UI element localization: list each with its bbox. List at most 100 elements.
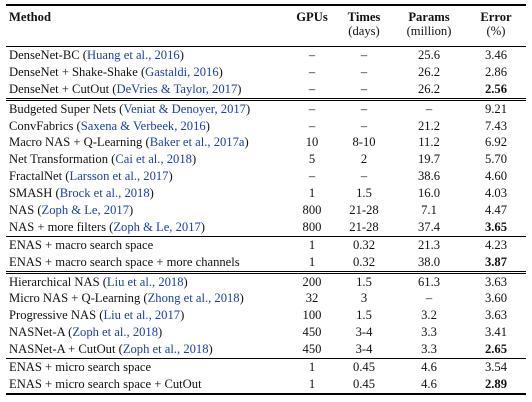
times-cell: 21-28 (349, 219, 379, 234)
table-row: ENAS + micro search space + CutOut 1 0.45 4… (6, 375, 526, 395)
params-cell: 26.2 (417, 64, 441, 79)
params-cell: 61.3 (392, 270, 466, 291)
times-cell: 0.32 (336, 235, 392, 254)
error-cell: 3.41 (484, 325, 508, 340)
citation-link[interactable]: Zoph et al., 2018 (122, 342, 209, 357)
gpus-cell: – (288, 45, 336, 64)
params-cell: 38.0 (417, 254, 441, 269)
params-cell: 25.6 (392, 45, 466, 64)
method-name: NAS (9, 202, 35, 217)
method-name: Budgeted Super Nets (9, 101, 117, 116)
table-row: DenseNet + CutOut (DeVries & Taylor, 201… (6, 81, 526, 99)
method-name: ENAS + macro search space (9, 237, 154, 252)
error-cell: 4.03 (484, 186, 508, 201)
citation-link[interactable]: Baker et al., 2017a (149, 135, 245, 150)
params-cell: 21.2 (417, 118, 441, 133)
citation-link[interactable]: Huang et al., 2016 (87, 47, 180, 62)
params-cell: 3.3 (421, 342, 437, 357)
params-cell: 16.0 (417, 186, 441, 201)
gpus-cell: 100 (302, 308, 322, 323)
params-cell: 37.4 (417, 219, 441, 234)
method-cell: Macro NAS + Q-Learning (Baker et al., 20… (9, 135, 249, 150)
gpus-cell: 450 (302, 325, 322, 340)
citation-link[interactable]: Zoph & Le, 2017 (41, 202, 129, 217)
params-cell: – (392, 97, 466, 118)
error-cell: 9.21 (466, 97, 526, 118)
gpus-cell: 1 (288, 358, 336, 376)
citation-link[interactable]: Cai et al., 2018 (115, 152, 192, 167)
error-cell: 6.92 (484, 135, 508, 150)
gpus-cell: 800 (302, 219, 322, 234)
times-cell: – (360, 64, 368, 79)
citation-link[interactable]: Liu et al., 2017 (103, 308, 181, 323)
method-name: ConvFabrics (9, 118, 74, 133)
table-row: NASNet-A + CutOut (Zoph et al., 2018) 450… (6, 341, 526, 358)
method-name: DenseNet-BC (9, 47, 80, 62)
params-cell: 4.6 (392, 375, 466, 395)
table-row: SMASH (Brock et al., 2018) 1 1.5 16.0 4.03 (6, 185, 526, 202)
header-times-unit: (days) (348, 24, 380, 38)
header-times: Times (days) (336, 4, 392, 47)
method-cell: DenseNet + Shake-Shake (Gastaldi, 2016) (9, 64, 223, 79)
method-cell: Micro NAS + Q-Learning (Zhong et al., 20… (9, 291, 244, 306)
params-cell: 19.7 (417, 152, 441, 167)
times-cell: 2 (360, 152, 368, 167)
times-cell: – (360, 169, 368, 184)
error-cell: 3.63 (484, 308, 508, 323)
method-cell: Progressive NAS (Liu et al., 2017) (9, 308, 185, 323)
citation-link[interactable]: DeVries & Taylor, 2017 (116, 81, 238, 96)
gpus-cell: – (308, 81, 316, 96)
method-name: Progressive NAS (9, 308, 97, 323)
table-row: Net Transformation (Cai et al., 2018) 5 2 1… (6, 151, 526, 168)
gpus-cell: 450 (302, 342, 322, 357)
error-cell: 3.87 (484, 254, 508, 269)
gpus-cell: 10 (305, 135, 319, 150)
gpus-cell: – (308, 64, 316, 79)
header-method: Method (6, 4, 288, 47)
citation-link[interactable]: Zoph et al., 2018 (72, 325, 159, 340)
error-cell: 4.47 (484, 202, 508, 217)
citation-link[interactable]: Veniat & Denoyer, 2017 (123, 101, 246, 116)
table-row: Macro NAS + Q-Learning (Baker et al., 20… (6, 134, 526, 151)
table-row: ConvFabrics (Saxena & Verbeek, 2016) – – 21… (6, 118, 526, 135)
table-row: Hierarchical NAS (Liu et al., 2018) 200 1.… (6, 270, 526, 291)
gpus-cell: 800 (302, 202, 322, 217)
method-name: SMASH (9, 186, 53, 201)
citation-link[interactable]: Liu et al., 2018 (106, 274, 184, 289)
method-name: ENAS + micro search space (9, 359, 152, 374)
citation-link[interactable]: Zoph & Le, 2017 (113, 219, 201, 234)
error-cell: 3.54 (466, 358, 526, 376)
error-cell: 4.23 (466, 235, 526, 254)
times-cell: 0.45 (336, 358, 392, 376)
error-cell: 3.46 (466, 45, 526, 64)
citation-link[interactable]: Zhong et al., 2018 (147, 291, 240, 306)
table-row: DenseNet-BC (Huang et al., 2016) – –25.6 3.… (6, 45, 526, 64)
error-cell: 2.86 (484, 64, 508, 79)
times-cell: 21-28 (349, 202, 379, 217)
method-cell: Hierarchical NAS (Liu et al., 2018) (6, 270, 288, 291)
params-cell: 21.3 (392, 235, 466, 254)
times-cell: 3-4 (355, 342, 373, 357)
error-cell: 2.56 (484, 81, 508, 96)
error-cell: 3.63 (466, 270, 526, 291)
times-cell: 0.32 (352, 254, 376, 269)
gpus-cell: 1 (308, 186, 316, 201)
method-name: FractalNet (9, 169, 63, 184)
citation-link[interactable]: Brock et al., 2018 (59, 186, 150, 201)
method-name: NASNet-A (9, 325, 65, 340)
table-row: ENAS + macro search space 1 0.32 21.3 4.23 (6, 235, 526, 254)
citation-link[interactable]: Gastaldi, 2016 (145, 64, 219, 79)
params-cell: 11.2 (418, 135, 440, 150)
citation-link[interactable]: Larsson et al., 2017 (69, 169, 169, 184)
method-name: ENAS + macro search space + more channel… (9, 254, 240, 269)
results-table: Method GPUs Times (days) Params (million) … (6, 4, 526, 395)
method-name: Micro NAS + Q-Learning (9, 291, 141, 306)
table-row: NAS + more filters (Zoph & Le, 2017) 800 2… (6, 219, 526, 236)
method-cell: ENAS + micro search space + CutOut (6, 375, 288, 395)
table-row: Progressive NAS (Liu et al., 2017) 100 1.5… (6, 307, 526, 324)
gpus-cell: – (308, 169, 316, 184)
citation-link[interactable]: Saxena & Verbeek, 2016 (80, 118, 206, 133)
method-cell: DenseNet + CutOut (DeVries & Taylor, 201… (9, 81, 242, 96)
error-cell: 3.60 (484, 291, 508, 306)
method-cell: FractalNet (Larsson et al., 2017) (9, 169, 173, 184)
